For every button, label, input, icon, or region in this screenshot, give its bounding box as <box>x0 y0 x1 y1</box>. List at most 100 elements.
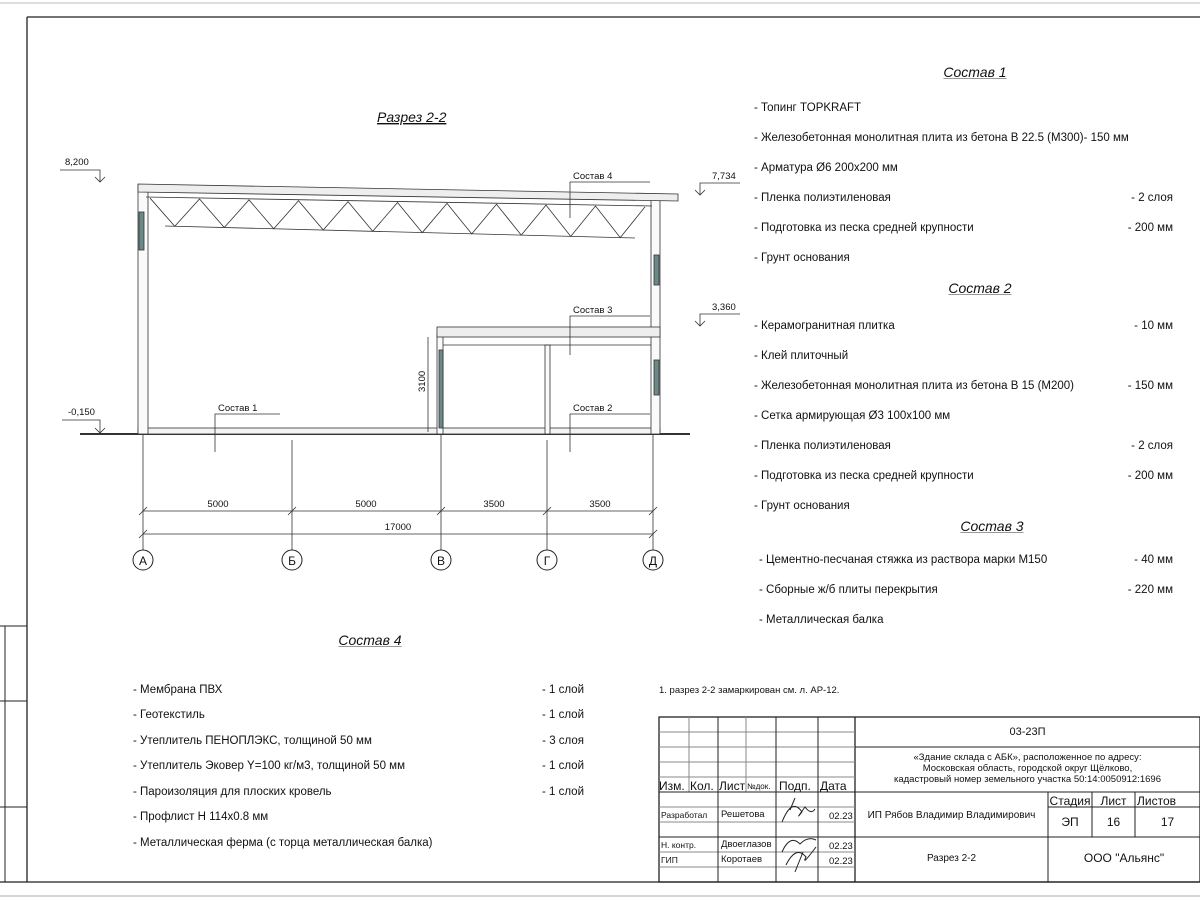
sheet-label: Лист <box>1100 794 1127 808</box>
composition-layer: - Сборные ж/б плиты перекрытия <box>759 584 938 596</box>
composition-layer: - Железобетонная монолитная плита из бет… <box>754 380 1075 392</box>
axis-label: Д <box>649 554 657 568</box>
composition-layer: - Пленка полиэтиленовая <box>754 440 891 452</box>
axis-marker-circle <box>132 549 154 571</box>
hdr-podp: Подп. <box>779 779 811 793</box>
composition-heading-s1: Состав 1 <box>943 64 1007 80</box>
composition-layer: - Подготовка из песка средней крупности <box>754 470 974 482</box>
truss-diagonals <box>149 197 646 239</box>
window <box>653 254 660 286</box>
name-developer: Решетова <box>721 809 765 820</box>
span-4: 3500 <box>589 499 610 510</box>
role-norm-control: Н. контр. <box>661 840 697 850</box>
leader-s4 <box>569 181 650 218</box>
composition-layer: - Клей плиточный <box>754 350 849 362</box>
span-2: 5000 <box>355 499 376 510</box>
level-7734: 7,734 <box>712 171 736 182</box>
signature <box>781 797 817 873</box>
address-line: кадастровый номер земельного участка 50:… <box>893 774 1161 785</box>
stage-value: ЭП <box>1061 815 1079 829</box>
truss-web <box>149 197 646 239</box>
axis-marker-circle <box>430 549 452 571</box>
date-gip: 02.23 <box>829 856 853 867</box>
composition-layer: - Мембрана ПВХ <box>133 684 223 696</box>
company-name: ООО "Альянс" <box>1083 851 1165 865</box>
axis-label: Б <box>288 554 296 568</box>
composition-heading-s4: Состав 4 <box>338 632 402 648</box>
date-developer: 02.23 <box>829 811 853 822</box>
sheets-value: 17 <box>1160 815 1175 829</box>
drawing-note: 1. разрез 2-2 замаркирован см. л. АР-12. <box>659 685 840 696</box>
composition-layer-thickness: - 1 слой <box>541 709 584 721</box>
label-s1: Состав 1 <box>218 403 257 414</box>
label-s2: Состав 2 <box>573 403 612 414</box>
hdr-list: Лист <box>719 779 746 793</box>
window <box>438 349 444 429</box>
composition-layer-thickness: - 220 мм <box>1127 584 1173 596</box>
address-line: «Здание склада с АБК», расположенное по … <box>913 752 1142 763</box>
truss-top-chord <box>145 196 653 207</box>
composition-layer: - Грунт основания <box>754 500 850 512</box>
height-dim-3100: 3100 <box>417 371 428 392</box>
composition-layer-thickness: - 200 мм <box>1127 222 1173 234</box>
axis-label: Г <box>544 554 551 568</box>
column-axis-g <box>544 344 551 435</box>
level-3360: 3,360 <box>712 302 736 313</box>
slab-composition-3 <box>436 326 661 338</box>
name-norm-control: Двоеглазов <box>721 839 772 850</box>
span-3: 3500 <box>483 499 504 510</box>
axis-marker-circle <box>536 549 558 571</box>
axis-marker-circle <box>642 549 664 571</box>
leader-s3 <box>569 315 650 355</box>
composition-layer-thickness: - 150 мм <box>1127 380 1173 392</box>
hdr-izm: Изм. <box>659 779 685 793</box>
title-block-grid <box>658 716 1200 883</box>
project-code: 03-23П <box>1009 726 1046 738</box>
composition-layer-thickness: - 200 мм <box>1127 470 1173 482</box>
address-line: Московская область, городской округ Щёлк… <box>922 763 1133 774</box>
composition-layer: - Арматура Ø6 200х200 мм <box>754 162 898 174</box>
leader-s2 <box>569 413 650 452</box>
axis-marker-circle <box>281 549 303 571</box>
building-section <box>60 169 740 550</box>
author-organization: ИП Рябов Владимир Владимирович <box>867 810 1036 821</box>
level-8200: 8,200 <box>65 157 89 168</box>
date-norm-control: 02.23 <box>829 841 853 852</box>
role-developer: Разработал <box>661 810 708 820</box>
leader-s1 <box>214 413 280 452</box>
composition-layer-thickness: - 1 слой <box>541 786 584 798</box>
composition-layer-thickness: - 3 слоя <box>542 735 584 747</box>
composition-layer: - Металлическая балка <box>759 614 884 626</box>
roof-layers <box>137 183 679 202</box>
level-ground: -0,150 <box>68 407 95 418</box>
truss-bottom-chord <box>164 225 636 239</box>
composition-layer: - Железобетонная монолитная плита из бет… <box>754 132 1129 144</box>
composition-heading-s3: Состав 3 <box>960 518 1024 534</box>
composition-layer-thickness: - 40 мм <box>1134 554 1173 566</box>
composition-layer: - Пленка полиэтиленовая <box>754 192 891 204</box>
composition-layer-thickness: - 10 мм <box>1134 320 1173 332</box>
wall-axis-d <box>650 196 661 435</box>
stage-label: Стадия <box>1049 794 1091 808</box>
composition-layer-thickness: - 2 слоя <box>1131 440 1173 452</box>
hdr-ndok: №док. <box>747 782 771 791</box>
composition-layer: - Цементно-песчаная стяжка из раствора м… <box>759 554 1048 566</box>
composition-layer: - Металлическая ферма (с торца металличе… <box>133 837 433 849</box>
composition-layer: - Пароизоляция для плоских кровель <box>133 786 332 798</box>
composition-layer: - Геотекстиль <box>133 709 205 721</box>
composition-layer: - Топинг TOPKRAFT <box>754 102 862 114</box>
floor-slab <box>137 427 661 435</box>
composition-layer-thickness: - 1 слой <box>541 760 584 772</box>
composition-layer: - Сетка армирующая Ø3 100х100 мм <box>754 410 951 422</box>
label-s3: Состав 3 <box>573 305 612 316</box>
total-span: 17000 <box>385 522 411 533</box>
section-title: Разрез 2-2 <box>377 109 447 125</box>
composition-layer: - Утеплитель ПЕНОПЛЭКС, толщиной 50 мм <box>133 735 372 747</box>
axis-label: В <box>437 554 445 568</box>
composition-layer: - Утеплитель Эковер Y=100 кг/м3, толщино… <box>133 760 405 772</box>
window <box>138 211 145 251</box>
sheet-value: 16 <box>1106 815 1121 829</box>
composition-layer: - Грунт основания <box>754 252 850 264</box>
window <box>653 359 660 396</box>
